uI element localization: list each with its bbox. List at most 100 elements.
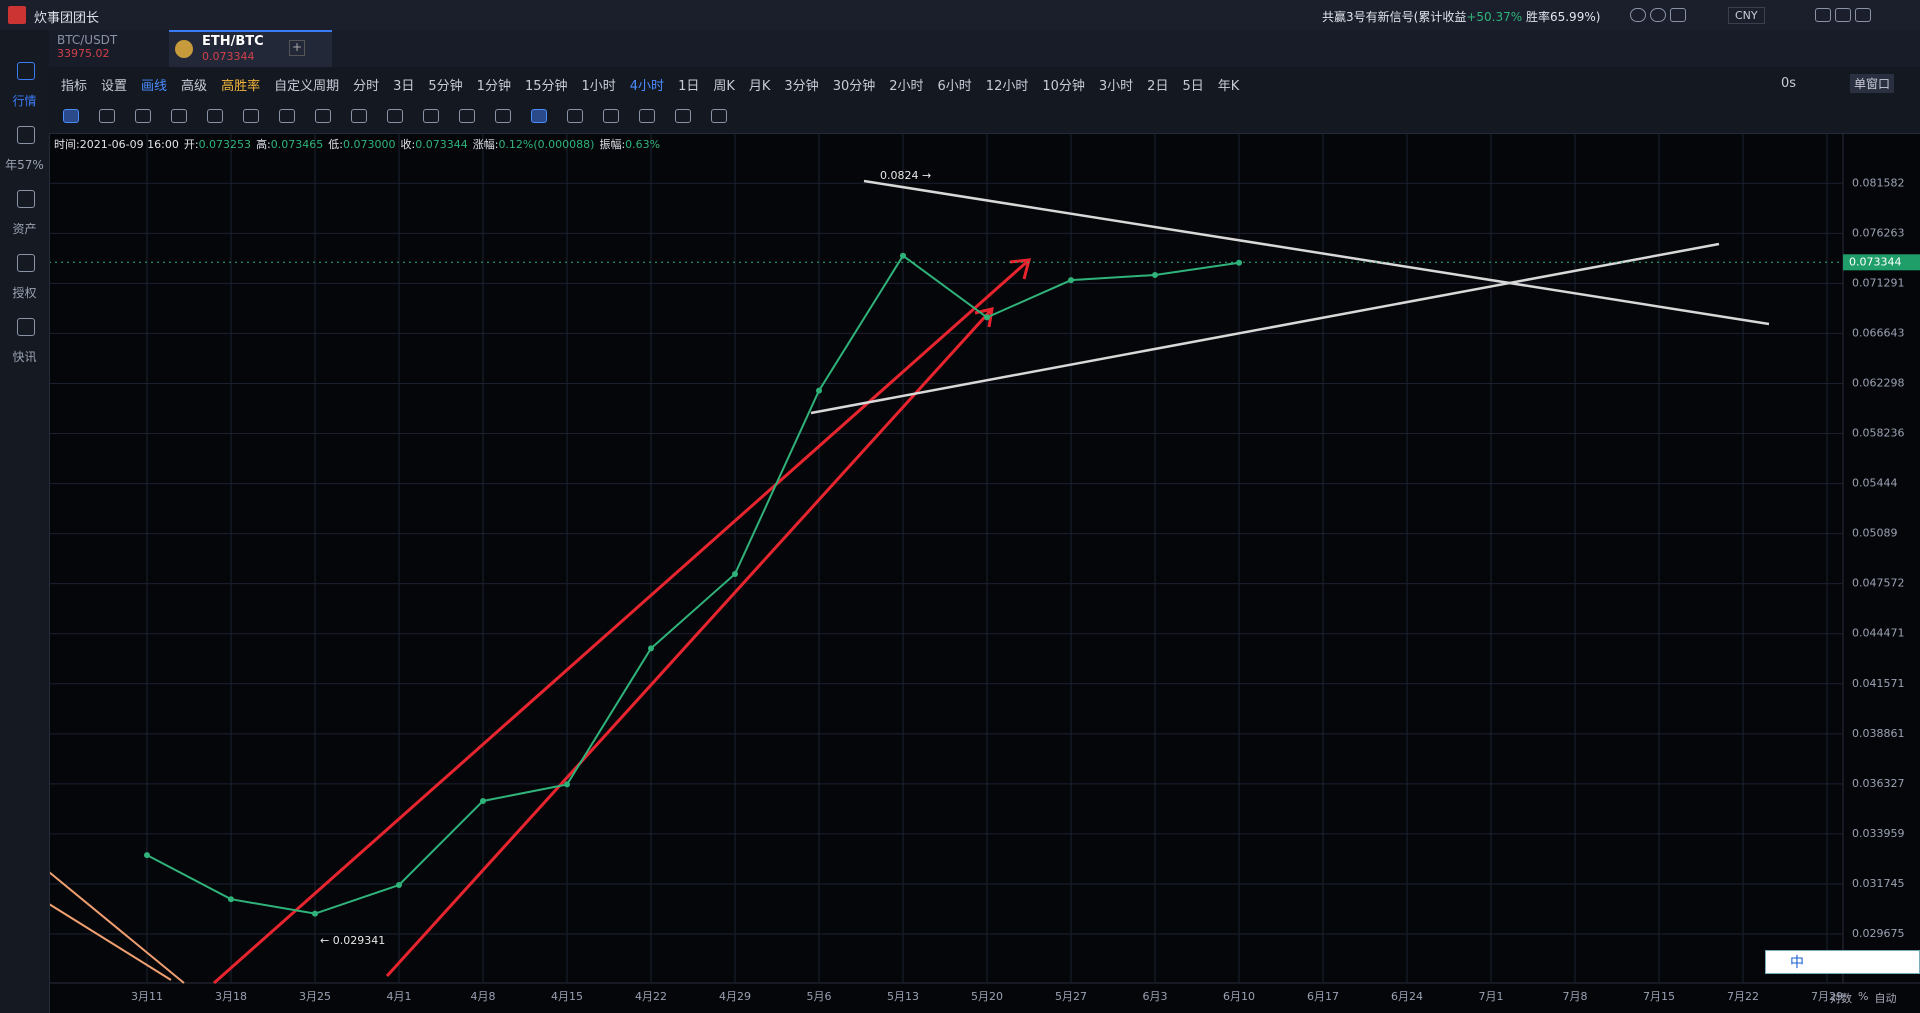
currency-select[interactable]: CNY [1728, 7, 1765, 24]
period-button[interactable]: 年K [1217, 78, 1240, 94]
info-field: 0.63% [625, 138, 661, 151]
price-point [816, 387, 822, 394]
price-point [228, 896, 234, 903]
sidebar-item[interactable]: 授权 [12, 286, 37, 300]
drawing-tool[interactable] [495, 109, 511, 123]
period-button[interactable]: 周K [713, 78, 735, 94]
signal-notice[interactable]: 共赢3号有新信号(累计收益+50.37% 胜率65.99%) [1322, 8, 1600, 25]
period-button[interactable]: 10分钟 [1042, 78, 1085, 94]
info-field: 涨幅: [472, 138, 499, 151]
window-select[interactable]: 单窗口 [1850, 74, 1895, 93]
axis-control[interactable]: 对数 [1830, 992, 1852, 1005]
drawing-tool[interactable] [567, 109, 583, 123]
y-tick-label: 0.031745 [1852, 877, 1905, 890]
drawing-tool[interactable] [387, 109, 403, 123]
drawing-tool[interactable] [63, 109, 79, 123]
drawing-tool[interactable] [171, 109, 187, 123]
x-tick-label: 5月27 [1055, 990, 1087, 1003]
price-point [396, 882, 402, 889]
tab-active[interactable]: ETH/BTC 0.073344 [169, 30, 332, 67]
top-icons [1630, 8, 1687, 26]
drawing-tool[interactable] [135, 109, 151, 123]
period-button[interactable]: 3小时 [1098, 78, 1134, 94]
drawing-tool[interactable] [603, 109, 619, 123]
tool-button[interactable]: 高胜率 [221, 78, 261, 94]
restore-button[interactable] [1815, 8, 1831, 22]
ime-widget[interactable]: 中 [1765, 950, 1920, 974]
price-point [732, 570, 738, 577]
period-button[interactable]: 12小时 [985, 78, 1029, 94]
tool-button[interactable]: 指标 [61, 78, 88, 94]
y-tick-label: 0.033959 [1852, 827, 1905, 840]
period-button[interactable]: 6小时 [937, 78, 972, 94]
drawing-tool[interactable] [639, 109, 655, 123]
sidebar-item[interactable]: 资产 [12, 222, 37, 236]
period-button[interactable]: 分时 [353, 78, 380, 94]
tool-button[interactable]: 画线 [141, 78, 168, 94]
axis-control[interactable]: 自动 [1874, 992, 1897, 1005]
period-button[interactable]: 3日 [393, 78, 415, 94]
info-field: 0.12%(0.000088) [498, 138, 595, 151]
tab-price: 0.073344 [202, 50, 255, 63]
x-tick-label: 4月22 [635, 990, 667, 1003]
info-field: 收: [400, 138, 416, 151]
bell-icon[interactable] [1630, 8, 1646, 22]
price-point [648, 645, 654, 652]
gift-icon[interactable] [1670, 8, 1687, 22]
drawing-tool[interactable] [711, 109, 727, 123]
period-button[interactable]: 5日 [1182, 78, 1204, 94]
drawing-tool[interactable] [351, 109, 367, 123]
tool-button[interactable]: 高级 [181, 78, 208, 94]
drawing-tool[interactable] [459, 109, 475, 123]
tab-row: BTC/USDT 33975.02 ETH/BTC 0.073344 + [49, 30, 1920, 68]
period-button[interactable]: 1小时 [581, 78, 616, 94]
x-tick-label: 5月13 [887, 990, 919, 1003]
period-button[interactable]: 1分钟 [476, 78, 511, 94]
period-button[interactable]: 4小时 [629, 78, 665, 94]
axis-control[interactable]: % [1858, 990, 1869, 1003]
tab[interactable]: BTC/USDT 33975.02 [57, 33, 117, 60]
search-icon[interactable] [1650, 8, 1667, 22]
tool-button[interactable]: 自定义周期 [274, 78, 340, 94]
period-button[interactable]: 3分钟 [784, 78, 819, 94]
drawing-tool[interactable] [423, 109, 439, 123]
period-button[interactable]: 月K [748, 78, 771, 94]
drawing-tool[interactable] [207, 109, 223, 123]
period-button[interactable]: 15分钟 [524, 78, 568, 94]
minimize-button[interactable] [1835, 8, 1852, 22]
drawing-tool[interactable] [99, 109, 115, 123]
x-tick-label: 7月1 [1479, 990, 1504, 1003]
period-button[interactable]: 30分钟 [832, 78, 876, 94]
drawing-tool[interactable] [315, 109, 331, 123]
tab-pair: ETH/BTC [202, 34, 264, 49]
drawing-tool[interactable] [531, 109, 547, 123]
add-tab[interactable]: + [289, 40, 305, 56]
sidebar-item[interactable]: 快讯 [12, 350, 37, 364]
drawing-tool[interactable] [243, 109, 259, 123]
last-price-label: 0.073344 [1849, 255, 1902, 268]
tab-price: 33975.02 [57, 47, 110, 60]
avatar[interactable] [8, 6, 26, 24]
tool-button[interactable]: 设置 [101, 78, 128, 94]
win-rate: 胜率65.99%) [1525, 10, 1601, 24]
ime-mode[interactable]: 中 [1790, 955, 1804, 971]
sidebar-item[interactable]: 年57% [5, 158, 44, 172]
period-button[interactable]: 5分钟 [428, 78, 463, 94]
drawing-tool[interactable] [279, 109, 295, 123]
trend-arrow [385, 307, 994, 978]
drawing-tools [49, 101, 1920, 134]
period-button[interactable]: 1日 [678, 78, 700, 94]
period-button[interactable]: 2小时 [889, 78, 924, 94]
drawing-tool[interactable] [675, 109, 691, 123]
info-field: 开: [183, 138, 199, 151]
y-tick-label: 0.066643 [1852, 326, 1905, 339]
window-controls [1815, 8, 1872, 26]
y-tick-label: 0.041571 [1852, 677, 1905, 690]
sidebar-item[interactable]: 行情 [12, 94, 37, 108]
user-name[interactable]: 炊事团团长 [34, 11, 100, 26]
y-tick-label: 0.071291 [1852, 276, 1905, 289]
x-tick-label: 6月24 [1391, 990, 1423, 1003]
period-button[interactable]: 2日 [1147, 78, 1169, 94]
drawings [48, 179, 1770, 985]
maximize-button[interactable] [1855, 8, 1872, 22]
